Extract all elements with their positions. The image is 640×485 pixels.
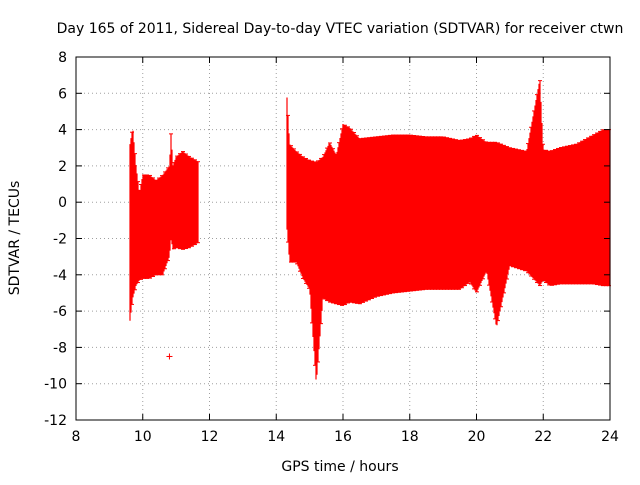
y-axis-label: SDTVAR / TECUs — [7, 181, 23, 296]
x-tick-label: 14 — [267, 429, 285, 445]
y-tick-label: 8 — [58, 50, 67, 66]
chart-title: Day 165 of 2011, Sidereal Day-to-day VTE… — [57, 21, 624, 37]
y-tick-label: -6 — [53, 304, 67, 320]
y-tick-label: 2 — [58, 159, 67, 175]
x-tick-label: 20 — [468, 429, 486, 445]
x-tick-label: 22 — [534, 429, 552, 445]
y-tick-label: 0 — [58, 195, 67, 211]
y-tick-label: 6 — [58, 86, 67, 102]
y-tick-label: -10 — [44, 377, 67, 393]
x-axis-label: GPS time / hours — [281, 459, 398, 475]
data-marks — [129, 80, 611, 380]
y-tick-label: -12 — [44, 413, 67, 429]
y-tick-label: -8 — [53, 340, 67, 356]
y-tick-label: -2 — [53, 232, 67, 248]
plot-frame — [75, 56, 611, 421]
y-tick-label: 4 — [58, 123, 67, 139]
x-tick-label: 18 — [401, 429, 419, 445]
y-tick-label: -4 — [53, 268, 67, 284]
x-tick-label: 8 — [72, 429, 81, 445]
x-tick-label: 12 — [201, 429, 219, 445]
x-tick-label: 16 — [334, 429, 352, 445]
x-tick-label: 24 — [601, 429, 619, 445]
x-tick-label: 10 — [134, 429, 152, 445]
